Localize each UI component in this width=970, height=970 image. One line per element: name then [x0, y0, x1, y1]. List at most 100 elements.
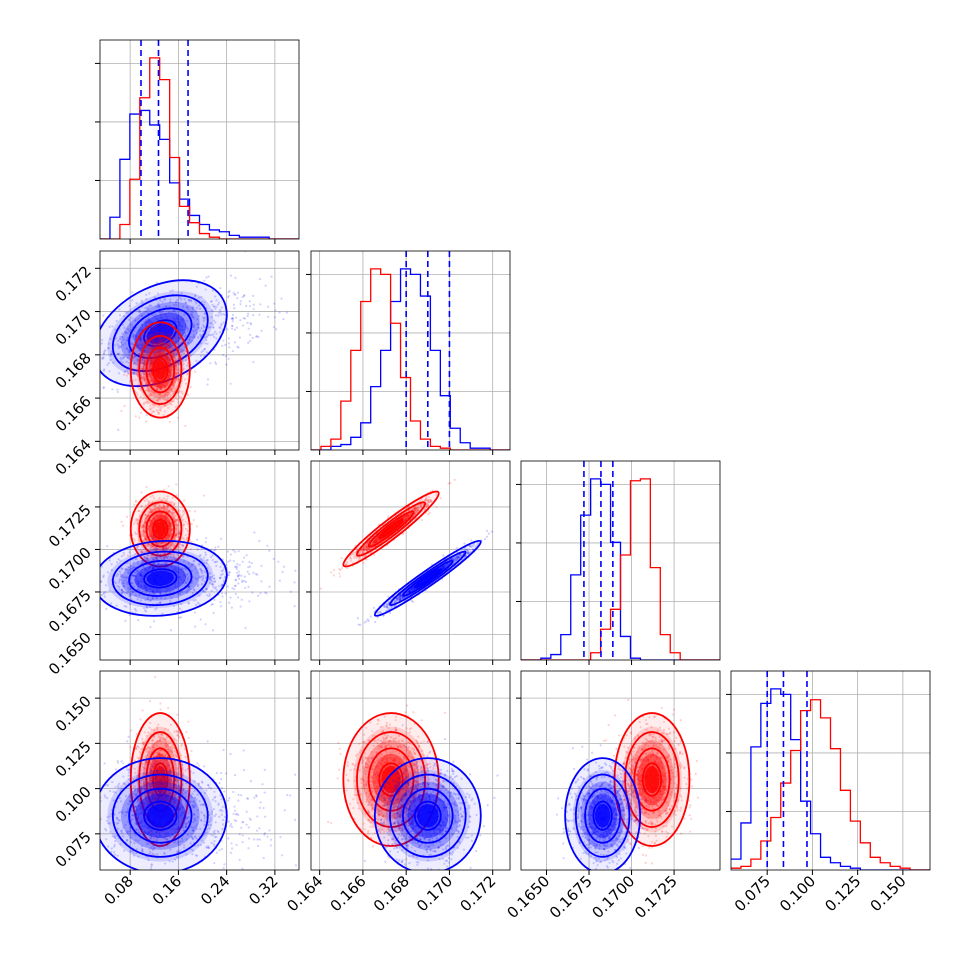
scatter-point — [158, 343, 161, 346]
scatter-point — [256, 335, 259, 338]
scatter-point — [226, 550, 230, 553]
y-tick-label: 0.164 — [52, 435, 95, 478]
scatter-point — [162, 547, 165, 550]
scatter-point — [165, 353, 169, 357]
scatter-point — [142, 361, 146, 364]
scatter-point — [145, 498, 148, 501]
scatter-point — [155, 548, 159, 551]
scatter-point — [139, 311, 142, 314]
scatter-point — [259, 303, 262, 306]
scatter-point — [149, 507, 152, 511]
scatter-point — [273, 302, 276, 305]
scatter-point — [184, 424, 187, 428]
scatter-point — [144, 401, 148, 404]
scatter-point — [236, 565, 239, 568]
scatter-point — [177, 401, 180, 404]
scatter-point — [171, 352, 174, 355]
scatter-point — [162, 557, 166, 560]
scatter-point — [142, 529, 145, 532]
scatter-point — [151, 537, 154, 540]
scatter-point — [174, 558, 177, 561]
histogram-step-red — [100, 57, 299, 239]
scatter-point — [144, 306, 147, 310]
scatter-point — [167, 348, 170, 351]
scatter-point — [174, 568, 178, 571]
scatter-point — [150, 333, 153, 336]
scatter-point — [140, 313, 144, 316]
scatter-point — [150, 556, 153, 559]
scatter-point — [169, 548, 172, 551]
scatter-point — [236, 574, 239, 578]
scatter-point — [125, 347, 128, 350]
scatter-point — [227, 342, 231, 345]
scatter-point — [218, 308, 222, 312]
scatter-point — [244, 580, 247, 583]
scatter-point — [156, 292, 160, 295]
scatter-point — [224, 313, 227, 316]
scatter-point — [157, 355, 160, 358]
scatter-point — [144, 539, 147, 542]
scatter-point — [203, 301, 206, 304]
scatter-point — [177, 535, 180, 539]
scatter-point — [163, 349, 166, 352]
scatter-point — [175, 384, 179, 388]
scatter-point — [137, 539, 140, 542]
scatter-point — [153, 315, 156, 318]
scatter-point — [182, 518, 185, 521]
scatter-point — [251, 591, 254, 594]
scatter-point — [142, 367, 145, 370]
scatter-point — [143, 337, 147, 341]
scatter-point — [157, 515, 161, 519]
scatter-point — [173, 535, 177, 538]
scatter-point — [161, 516, 164, 519]
scatter-point — [176, 337, 179, 340]
scatter-point — [169, 298, 172, 301]
scatter-point — [150, 371, 153, 375]
scatter-point — [161, 300, 164, 303]
scatter-point — [175, 483, 178, 486]
scatter-point — [172, 400, 175, 403]
scatter-point — [146, 544, 150, 547]
scatter-point — [163, 404, 167, 407]
scatter-point — [136, 545, 139, 548]
scatter-point — [162, 515, 166, 518]
scatter-point — [175, 519, 178, 522]
scatter-point — [134, 499, 138, 502]
scatter-point — [270, 275, 273, 278]
scatter-point — [157, 348, 160, 352]
scatter-point — [173, 502, 176, 505]
scatter-point — [126, 371, 130, 374]
scatter-point — [91, 350, 93, 352]
scatter-point — [218, 331, 222, 334]
scatter-point — [268, 549, 271, 552]
scatter-point — [155, 409, 159, 412]
scatter-point — [202, 316, 205, 319]
scatter-point — [155, 556, 158, 560]
scatter-point — [142, 365, 145, 368]
scatter-point — [447, 482, 450, 485]
scatter-point — [167, 359, 170, 362]
scatter-point — [168, 371, 171, 374]
scatter-point — [169, 377, 173, 380]
scatter-point — [188, 510, 191, 513]
scatter-point — [169, 387, 172, 391]
scatter-point — [314, 312, 316, 314]
scatter-point — [332, 568, 336, 572]
scatter-point — [116, 343, 119, 346]
scatter-point — [141, 383, 145, 386]
scatter-point — [176, 398, 179, 401]
scatter-point — [145, 516, 148, 519]
scatter-point — [158, 306, 161, 309]
scatter-point — [107, 342, 111, 345]
scatter-point — [143, 531, 146, 534]
scatter-point — [145, 353, 148, 356]
scatter-point — [139, 373, 143, 377]
scatter-point — [174, 527, 178, 530]
scatter-point — [171, 310, 174, 314]
scatter-point — [177, 531, 180, 534]
scatter-point — [123, 373, 126, 376]
scatter-point — [146, 515, 149, 518]
scatter-point — [169, 290, 172, 293]
scatter-point — [463, 542, 466, 545]
scatter-point — [182, 362, 185, 365]
